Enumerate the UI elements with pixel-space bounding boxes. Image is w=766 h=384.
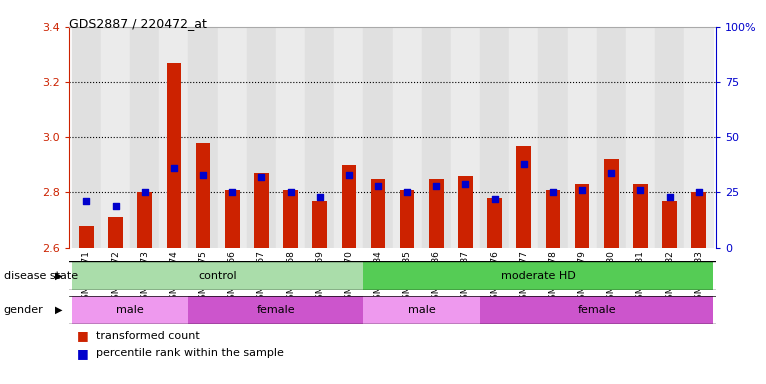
Bar: [692, 192, 706, 248]
Bar: [196, 143, 211, 248]
Text: ■: ■: [77, 329, 88, 343]
Text: ■: ■: [77, 347, 88, 360]
Bar: [334, 27, 363, 248]
Bar: [574, 184, 589, 248]
Bar: [597, 27, 626, 248]
Bar: [363, 27, 392, 248]
Point: [372, 183, 384, 189]
Bar: [363, 261, 713, 290]
Point: [168, 165, 180, 171]
Bar: [79, 226, 93, 248]
Point: [110, 203, 122, 209]
Bar: [108, 217, 123, 248]
Text: female: female: [257, 305, 295, 315]
Bar: [633, 184, 648, 248]
Point: [342, 172, 355, 178]
Bar: [72, 261, 363, 290]
Text: female: female: [578, 305, 616, 315]
Point: [605, 170, 617, 176]
Bar: [604, 159, 618, 248]
Point: [460, 180, 472, 187]
Point: [80, 198, 93, 204]
Bar: [276, 27, 305, 248]
Point: [576, 187, 588, 194]
Bar: [429, 179, 444, 248]
Point: [401, 189, 414, 195]
Bar: [101, 27, 130, 248]
Bar: [342, 165, 356, 248]
Bar: [545, 190, 560, 248]
Bar: [451, 27, 480, 248]
Bar: [72, 296, 188, 324]
Bar: [516, 146, 531, 248]
Text: male: male: [116, 305, 144, 315]
Point: [692, 189, 705, 195]
Text: gender: gender: [4, 305, 44, 315]
Bar: [392, 27, 422, 248]
Text: male: male: [408, 305, 436, 315]
Point: [430, 183, 443, 189]
Text: percentile rank within the sample: percentile rank within the sample: [96, 348, 283, 358]
Point: [518, 161, 530, 167]
Bar: [487, 198, 502, 248]
Point: [489, 196, 501, 202]
Bar: [663, 201, 677, 248]
Text: disease state: disease state: [4, 270, 78, 281]
Point: [226, 189, 238, 195]
Bar: [538, 27, 568, 248]
Bar: [509, 27, 538, 248]
Point: [255, 174, 267, 180]
Bar: [225, 190, 240, 248]
Point: [284, 189, 296, 195]
Text: control: control: [198, 270, 237, 281]
Bar: [480, 296, 713, 324]
Point: [197, 172, 209, 178]
Point: [139, 189, 151, 195]
Text: ▶: ▶: [55, 305, 63, 315]
Bar: [167, 63, 182, 248]
Bar: [400, 190, 414, 248]
Bar: [422, 27, 451, 248]
Text: transformed count: transformed count: [96, 331, 199, 341]
Bar: [313, 201, 327, 248]
Bar: [247, 27, 276, 248]
Bar: [655, 27, 684, 248]
Bar: [626, 27, 655, 248]
Bar: [458, 176, 473, 248]
Bar: [305, 27, 334, 248]
Bar: [188, 296, 363, 324]
Bar: [371, 179, 385, 248]
Text: moderate HD: moderate HD: [501, 270, 576, 281]
Bar: [159, 27, 188, 248]
Bar: [188, 27, 218, 248]
Bar: [137, 192, 152, 248]
Bar: [568, 27, 597, 248]
Bar: [480, 27, 509, 248]
Bar: [283, 190, 298, 248]
Point: [634, 187, 647, 194]
Bar: [218, 27, 247, 248]
Point: [313, 194, 326, 200]
Bar: [130, 27, 159, 248]
Text: ▶: ▶: [55, 270, 63, 281]
Point: [547, 189, 559, 195]
Bar: [254, 173, 269, 248]
Bar: [684, 27, 713, 248]
Text: GDS2887 / 220472_at: GDS2887 / 220472_at: [69, 17, 207, 30]
Bar: [363, 296, 480, 324]
Bar: [72, 27, 101, 248]
Point: [663, 194, 676, 200]
